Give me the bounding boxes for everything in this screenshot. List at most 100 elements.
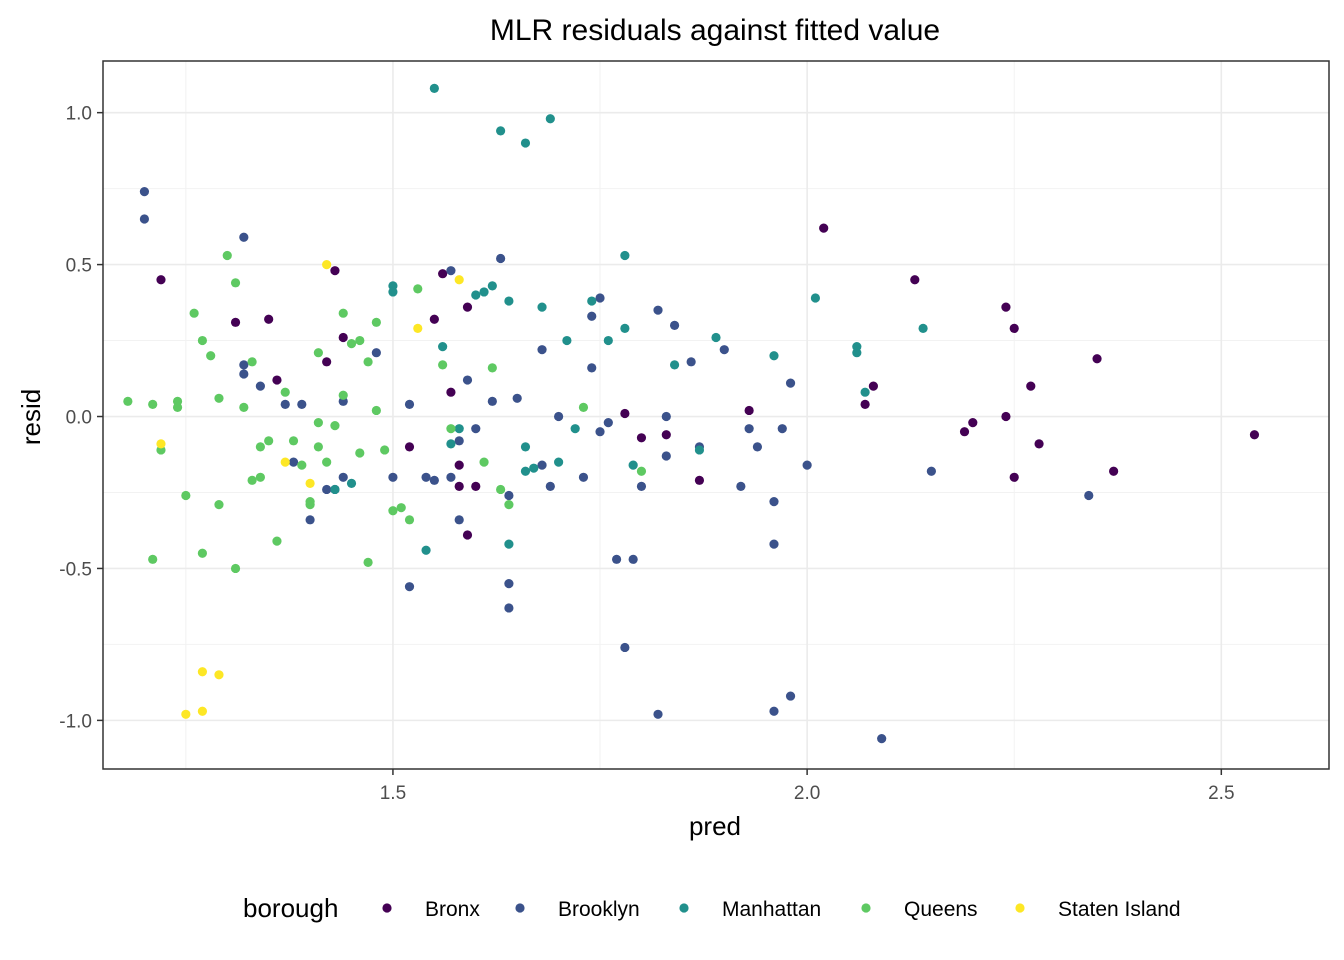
point-queens — [123, 396, 133, 406]
point-manhattan — [669, 360, 680, 370]
point-staten-island — [197, 667, 208, 677]
point-queens — [230, 563, 241, 574]
point-manhattan — [429, 83, 439, 93]
point-bronx — [1009, 472, 1019, 482]
point-bronx — [462, 302, 473, 312]
point-brooklyn — [926, 466, 936, 476]
point-manhattan — [537, 302, 547, 312]
point-queens — [438, 360, 448, 370]
point-bronx — [322, 357, 332, 367]
point-bronx — [1026, 381, 1036, 391]
point-manhattan — [852, 342, 862, 352]
point-brooklyn — [504, 490, 514, 501]
point-brooklyn — [454, 436, 464, 446]
point-bronx — [1109, 466, 1119, 476]
point-bronx — [819, 223, 829, 233]
point-bronx — [910, 275, 920, 285]
point-queens — [355, 335, 365, 346]
point-queens — [578, 402, 589, 413]
point-brooklyn — [661, 451, 671, 461]
point-brooklyn — [736, 481, 746, 492]
point-manhattan — [587, 296, 597, 306]
point-queens — [371, 405, 381, 416]
point-queens — [330, 421, 340, 431]
legend-title: borough — [243, 893, 338, 923]
point-brooklyn — [239, 360, 249, 370]
point-queens — [479, 457, 489, 467]
point-manhattan — [388, 287, 398, 297]
point-brooklyn — [239, 369, 249, 379]
point-queens — [338, 390, 348, 400]
point-brooklyn — [777, 424, 787, 434]
point-brooklyn — [785, 691, 796, 701]
point-bronx — [1001, 411, 1011, 422]
point-staten-island — [156, 439, 166, 449]
point-brooklyn — [446, 472, 456, 482]
point-brooklyn — [578, 472, 589, 482]
point-queens — [313, 417, 323, 428]
point-brooklyn — [139, 187, 150, 197]
point-brooklyn — [504, 579, 514, 589]
point-queens — [313, 348, 323, 358]
axis-ticks: 1.5 2.0 2.5 -1.0 -0.5 0.0 0.5 1.0 — [59, 104, 1234, 804]
point-manhattan — [918, 323, 928, 333]
point-manhattan — [520, 466, 531, 476]
point-queens — [255, 472, 265, 482]
point-bronx — [338, 332, 348, 343]
point-brooklyn — [371, 348, 381, 358]
point-brooklyn — [537, 345, 547, 355]
grid-lines — [103, 61, 1329, 769]
point-queens — [230, 278, 241, 288]
point-brooklyn — [239, 232, 249, 242]
point-bronx — [1034, 439, 1044, 449]
y-tick-label: -0.5 — [59, 559, 92, 580]
point-queens — [504, 500, 514, 510]
plot-panel-border — [102, 60, 1330, 770]
point-queens — [404, 515, 415, 525]
point-queens — [288, 436, 299, 446]
point-staten-island — [280, 457, 290, 467]
point-manhattan — [545, 114, 555, 124]
legend-key-staten-island — [1015, 903, 1025, 913]
point-queens — [338, 308, 348, 318]
point-manhattan — [694, 445, 705, 455]
y-tick-label: 1.0 — [66, 104, 92, 125]
point-brooklyn — [305, 515, 315, 525]
point-bronx — [404, 442, 415, 452]
point-brooklyn — [653, 709, 663, 719]
point-manhattan — [421, 545, 431, 555]
point-bronx — [1249, 430, 1260, 440]
point-queens — [280, 387, 290, 397]
point-brooklyn — [769, 539, 779, 549]
point-brooklyn — [338, 472, 348, 482]
point-bronx — [959, 427, 970, 437]
legend-label-brooklyn: Brooklyn — [558, 898, 640, 921]
legend-key-manhattan — [679, 903, 689, 913]
point-staten-island — [214, 670, 224, 680]
point-staten-island — [197, 706, 208, 716]
point-bronx — [968, 417, 978, 428]
point-brooklyn — [603, 417, 613, 428]
point-manhattan — [471, 290, 481, 300]
point-manhattan — [810, 293, 821, 303]
point-manhattan — [438, 342, 448, 352]
point-bronx — [1092, 354, 1102, 364]
point-queens — [446, 424, 456, 434]
point-bronx — [1009, 323, 1019, 333]
y-tick-label: -1.0 — [59, 711, 92, 732]
y-tick-label: 0.0 — [66, 408, 92, 429]
point-bronx — [272, 375, 282, 385]
point-queens — [305, 500, 315, 510]
point-queens — [148, 554, 158, 564]
point-bronx — [868, 381, 878, 391]
point-brooklyn — [1084, 490, 1094, 501]
point-queens — [255, 442, 265, 452]
point-brooklyn — [628, 554, 638, 564]
legend-label-queens: Queens — [904, 898, 978, 921]
point-queens — [636, 466, 647, 476]
point-queens — [388, 506, 398, 516]
point-manhattan — [603, 335, 613, 346]
point-queens — [214, 393, 224, 403]
